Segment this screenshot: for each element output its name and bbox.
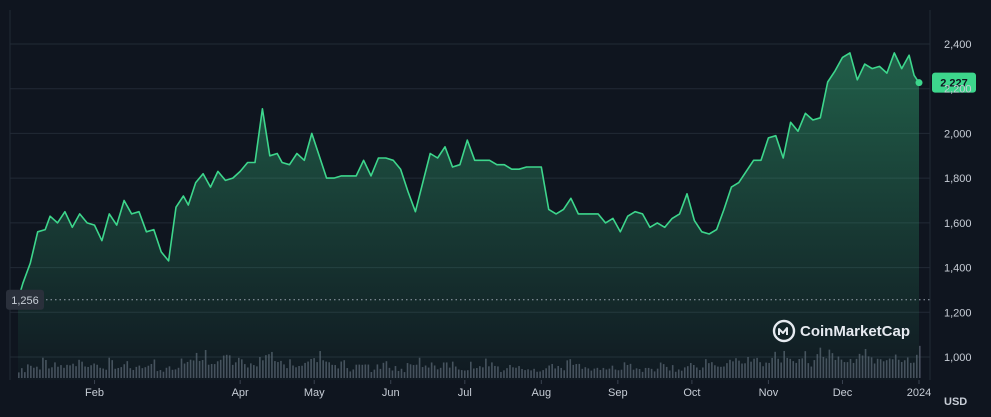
coinmarketcap-logo-icon	[772, 319, 796, 343]
x-tick-label: Jun	[382, 387, 400, 399]
y-tick-label: 1,800	[944, 173, 972, 185]
price-area-fill	[18, 52, 919, 381]
y-tick-label: 2,000	[944, 128, 972, 140]
x-axis: Feb Apr May Jun Jul Aug Sep Oct Nov Dec 2024	[85, 380, 931, 399]
y-tick-label: 1,400	[944, 263, 972, 275]
volume-bar	[919, 345, 921, 378]
watermark-brand: CoinMarketCap	[800, 323, 910, 340]
price-series-line	[17, 52, 920, 301]
current-price-marker: 2,227	[915, 72, 976, 93]
x-tick-label: Oct	[683, 387, 700, 399]
x-tick-label: Apr	[232, 387, 249, 399]
x-tick-label: Dec	[833, 387, 853, 399]
current-price-label: 2,227	[940, 78, 968, 90]
price-area	[18, 52, 919, 381]
price-line	[17, 52, 920, 301]
y-axis: 1,000 1,200 1,400 1,600 1,800 2,000 2,200 2,400	[944, 39, 972, 364]
start-price-marker: 1,256	[6, 289, 930, 310]
start-price-badge	[6, 289, 44, 310]
start-price-label: 1,256	[11, 295, 39, 307]
x-tick-label: Feb	[85, 387, 104, 399]
y-tick-label: 1,600	[944, 218, 972, 230]
y-tick-label: 2,200	[944, 84, 972, 96]
coinmarketcap-watermark: CoinMarketCap	[772, 319, 910, 343]
x-tick-label: Sep	[608, 387, 628, 399]
y-tick-label: 2,400	[944, 39, 972, 51]
y-axis-unit: USD	[944, 396, 967, 408]
x-tick-label: 2024	[907, 387, 931, 399]
current-price-dot	[915, 79, 923, 87]
current-price-badge	[932, 72, 976, 93]
x-tick-label: Nov	[759, 387, 779, 399]
x-tick-label: May	[304, 387, 325, 399]
x-tick-label: Jul	[458, 387, 472, 399]
y-tick-label: 1,000	[944, 352, 972, 364]
x-tick-label: Aug	[532, 387, 552, 399]
y-tick-label: 1,200	[944, 307, 972, 319]
